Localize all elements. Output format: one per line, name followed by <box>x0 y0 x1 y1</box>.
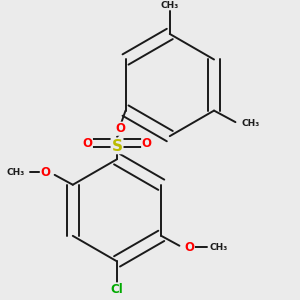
Text: O: O <box>82 137 92 150</box>
Text: CH₃: CH₃ <box>241 119 259 128</box>
Text: Cl: Cl <box>111 283 123 296</box>
Text: O: O <box>116 122 126 135</box>
Text: CH₃: CH₃ <box>161 2 179 10</box>
Text: S: S <box>112 139 122 154</box>
Text: O: O <box>184 241 194 254</box>
Text: CH₃: CH₃ <box>7 168 25 177</box>
Text: CH₃: CH₃ <box>209 243 227 252</box>
Text: O: O <box>142 137 152 150</box>
Text: O: O <box>40 166 50 179</box>
